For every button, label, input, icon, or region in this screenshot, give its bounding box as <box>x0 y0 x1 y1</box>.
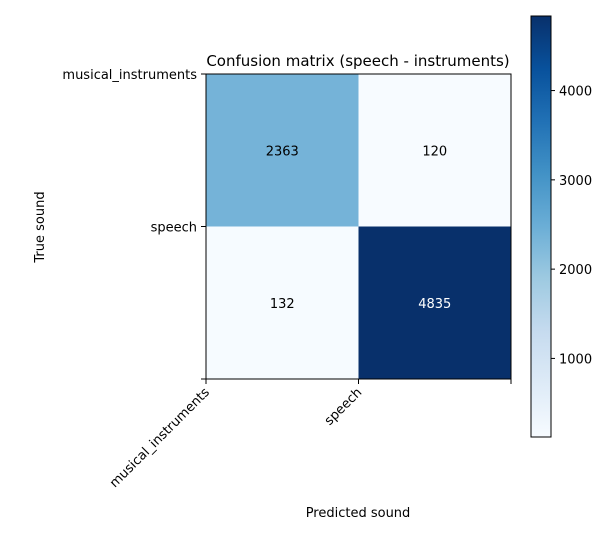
cell-value-labels: 2363 120 132 4835 <box>266 144 452 312</box>
cell-value-label: 4835 <box>418 297 451 312</box>
colorbar <box>530 15 552 438</box>
y-tick-label: musical_instruments <box>62 68 197 83</box>
matrix-cell <box>206 74 359 227</box>
y-tick-label: speech <box>151 221 197 236</box>
matrix-cells <box>206 74 511 379</box>
colorbar-tick-label: 1000 <box>559 352 592 367</box>
x-tick-label: musical_instruments <box>107 385 213 491</box>
cell-value-label: 132 <box>270 297 295 312</box>
chart-title: Confusion matrix (speech - instruments) <box>206 52 509 70</box>
matrix-cell <box>358 74 511 227</box>
colorbar-tick-label: 2000 <box>559 263 592 278</box>
cell-value-label: 2363 <box>266 144 299 159</box>
x-axis-label: Predicted sound <box>306 506 411 521</box>
colorbar-tick-label: 3000 <box>559 174 592 189</box>
matrix-cell <box>358 226 511 379</box>
x-tick-label: speech <box>322 385 365 428</box>
colorbar-tick-label: 4000 <box>559 85 592 100</box>
matrix-cell <box>206 226 359 379</box>
x-ticks: musical_instruments speech <box>107 379 512 491</box>
cell-value-label: 120 <box>422 144 447 159</box>
y-axis-label: True sound <box>33 191 48 263</box>
colorbar-ticks: 1000 2000 3000 4000 <box>551 85 592 367</box>
